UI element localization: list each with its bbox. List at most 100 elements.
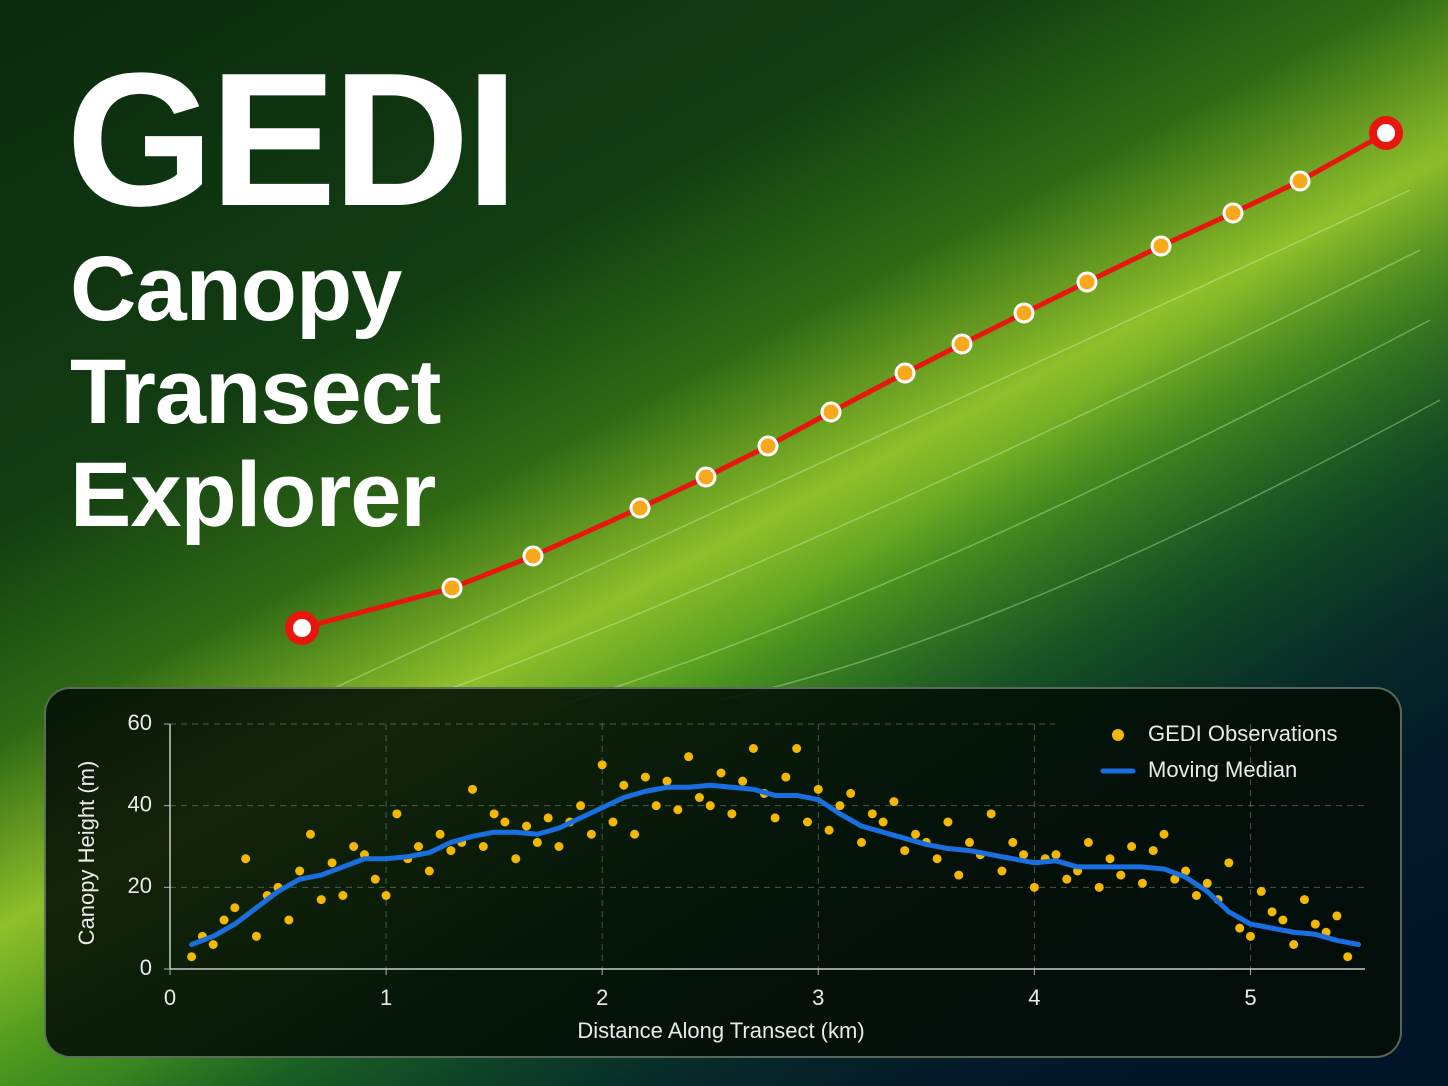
observation-point	[1105, 854, 1115, 864]
observation-point	[597, 760, 607, 770]
observation-point	[1278, 915, 1288, 925]
observation-point	[414, 842, 424, 851]
observation-point	[1332, 911, 1342, 921]
legend-label: Moving Median	[1148, 757, 1297, 782]
observation-point	[716, 768, 726, 778]
subtitle: Canopy Transect Explorer	[70, 238, 441, 546]
observation-point	[1051, 850, 1061, 860]
observation-point	[435, 829, 445, 839]
observation-point	[1202, 878, 1212, 888]
observation-point	[392, 809, 402, 819]
legend-marker	[1112, 729, 1124, 741]
observation-point	[651, 801, 661, 811]
observation-point	[230, 903, 240, 913]
observation-point	[1127, 842, 1137, 851]
observation-point	[586, 829, 596, 839]
observation-point	[338, 891, 348, 900]
observation-point	[1137, 878, 1147, 888]
transect-start	[285, 611, 319, 645]
y-tick-label: 40	[128, 791, 152, 816]
observation-point	[316, 895, 326, 905]
observation-point	[532, 837, 542, 847]
observation-point	[1224, 858, 1234, 868]
observation-point	[986, 809, 996, 819]
observation-point	[640, 772, 650, 782]
observation-point	[1343, 952, 1353, 962]
observation-point	[208, 940, 218, 949]
observation-point	[824, 825, 834, 835]
observation-point	[954, 870, 964, 880]
observation-point	[543, 813, 553, 823]
legend-label: GEDI Observations	[1148, 721, 1338, 746]
observation-point	[1083, 837, 1093, 847]
y-tick-label: 0	[140, 955, 152, 980]
observation-point	[619, 780, 629, 790]
observation-point	[1267, 907, 1277, 917]
observation-point	[684, 752, 694, 762]
observation-point	[1094, 882, 1104, 892]
observation-point	[1170, 874, 1180, 884]
observation-point	[911, 829, 921, 839]
observation-point	[381, 891, 391, 900]
observation-point	[846, 788, 856, 798]
observation-point	[1299, 895, 1309, 905]
observation-point	[468, 784, 478, 794]
transect-end	[1369, 116, 1403, 150]
observation-point	[241, 854, 251, 864]
observation-point	[424, 866, 434, 876]
observation-point	[295, 866, 305, 876]
observation-point	[900, 846, 910, 856]
observation-point	[446, 846, 456, 856]
x-tick-label: 1	[380, 985, 392, 1010]
observation-point	[770, 813, 780, 823]
observation-point	[370, 874, 380, 884]
observation-point	[1181, 866, 1191, 876]
observation-point	[813, 784, 823, 794]
observation-point	[802, 817, 812, 827]
observation-point	[727, 809, 737, 819]
observation-point	[694, 793, 704, 802]
observation-point	[705, 801, 715, 811]
median-line	[189, 782, 1362, 947]
observation-point	[554, 842, 564, 851]
observation-point	[835, 801, 845, 811]
observation-point	[1310, 919, 1320, 929]
observation-point	[662, 776, 672, 786]
observation-point	[997, 866, 1007, 876]
observation-point	[511, 854, 521, 864]
y-tick-label: 20	[128, 873, 152, 898]
observation-point	[1159, 829, 1169, 839]
observation-point	[1256, 886, 1266, 896]
observation-point	[1245, 931, 1255, 941]
observation-point	[1029, 882, 1039, 892]
observation-point	[1148, 846, 1158, 856]
observation-point	[1019, 850, 1029, 860]
y-axis-label: Canopy Height (m)	[74, 761, 99, 946]
observation-point	[630, 829, 640, 839]
title: GEDI	[66, 34, 519, 246]
observation-point	[1289, 940, 1299, 949]
transect-markers	[441, 170, 1311, 599]
observation-point	[284, 915, 294, 925]
observation-point	[1116, 870, 1126, 880]
observation-point	[522, 821, 532, 831]
observation-point	[781, 772, 791, 782]
observation-point	[251, 931, 261, 941]
observation-point	[932, 854, 942, 864]
observation-point	[305, 829, 315, 839]
observation-point	[857, 837, 867, 847]
observation-point	[608, 817, 618, 827]
observation-point	[327, 858, 337, 868]
observation-point	[1191, 891, 1201, 900]
y-tick-label: 60	[128, 710, 152, 735]
observation-point	[673, 805, 683, 815]
observation-point	[792, 744, 802, 753]
observation-point	[219, 915, 229, 925]
x-tick-label: 5	[1244, 985, 1256, 1010]
contour-lines	[329, 189, 1441, 706]
observation-point	[878, 817, 888, 827]
observation-point	[738, 776, 748, 786]
